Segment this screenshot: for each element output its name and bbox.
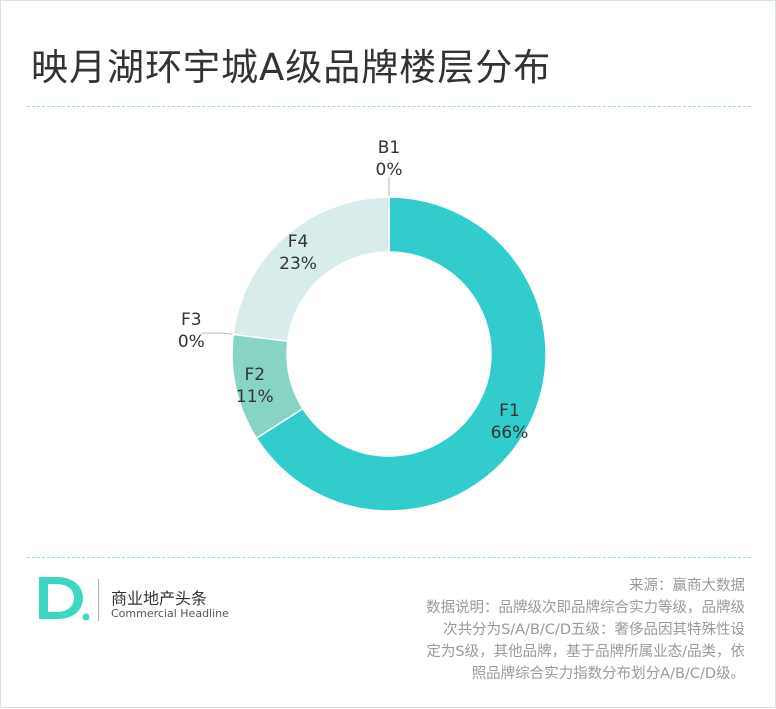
- logo-name-en: Commercial Headline: [111, 607, 229, 620]
- donut-slice-f4: [232, 196, 390, 343]
- chart-title: 映月湖环宇城A级品牌楼层分布: [31, 46, 552, 89]
- top-divider: [27, 106, 751, 107]
- description-line: 定为S级，其他品牌，基于品牌所属业态/品类，依: [426, 644, 745, 660]
- slice-label-f1: F1: [499, 401, 520, 421]
- description-line: 照品牌综合实力指数分布划分A/B/C/D级。: [471, 666, 745, 682]
- slice-label-f2: F2: [245, 365, 266, 385]
- donut-slice-f1: [255, 196, 547, 512]
- logo-separator: [98, 579, 99, 621]
- description-line: 数据说明：品牌级次即品牌综合实力等级，品牌级: [426, 600, 745, 616]
- slice-percent-f2: 11%: [236, 387, 274, 407]
- logo-mark-icon: [39, 577, 90, 621]
- source-notes: 来源：赢商大数据 数据说明：品牌级次即品牌综合实力等级，品牌级 次共分为S/A/…: [375, 575, 745, 685]
- slice-percent-f3: 0%: [178, 332, 205, 352]
- slice-label-b1: B1: [378, 138, 400, 158]
- slice-percent-f1: 66%: [491, 423, 529, 443]
- slice-percent-f4: 23%: [279, 254, 317, 274]
- bottom-divider: [27, 557, 751, 558]
- logo-name-cn: 商业地产头条: [111, 589, 208, 608]
- slice-label-f3: F3: [181, 310, 202, 330]
- leader-line-f3: [201, 332, 236, 336]
- description-line: 次共分为S/A/B/C/D五级：奢侈品因其特殊性设: [443, 622, 745, 638]
- slice-percent-b1: 0%: [376, 160, 403, 180]
- source-line: 来源：赢商大数据: [629, 578, 745, 594]
- slice-label-f4: F4: [288, 232, 309, 252]
